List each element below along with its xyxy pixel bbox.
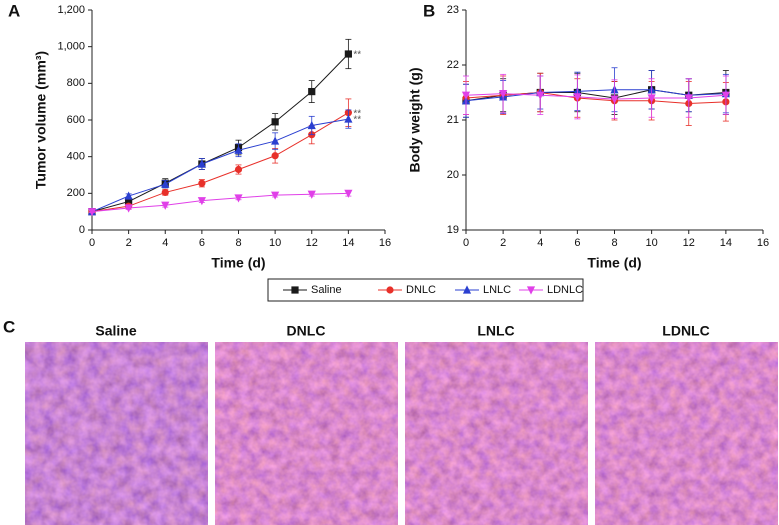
marker [721,91,730,100]
y-tick-label: 200 [67,187,85,199]
marker [344,50,352,58]
legend-label: Saline [311,284,342,296]
x-tick-label: 10 [269,237,281,249]
marker [87,208,97,217]
panel-label: B [423,1,435,20]
image-title: DNLC [287,323,326,339]
x-tick-label: 0 [89,237,95,249]
marker [197,159,206,168]
marker [234,194,243,203]
histology-image [25,342,208,525]
x-tick-label: 2 [500,237,506,249]
y-tick-label: 22 [447,59,459,71]
series-line [91,53,349,213]
x-tick-label: 4 [537,237,543,249]
marker [161,188,169,197]
marker [291,286,299,294]
image-title: LDNLC [662,323,709,339]
marker [271,136,280,145]
series-line [91,118,349,213]
annotation: ** [353,50,361,61]
x-tick-label: 10 [646,237,658,249]
marker [271,118,279,126]
series-line [465,93,726,100]
x-tick-label: 6 [199,237,205,249]
x-tick-label: 6 [574,237,580,249]
x-tick-label: 0 [463,237,469,249]
marker [234,165,243,174]
marker [124,191,133,200]
marker [536,91,545,100]
marker [234,145,243,154]
marker [526,286,536,295]
x-tick-label: 12 [306,237,318,249]
y-tick-label: 800 [67,77,85,89]
marker [307,190,316,199]
marker [161,201,170,210]
y-tick-label: 1,200 [57,4,85,16]
series-line [465,89,726,102]
y-tick-label: 400 [67,151,85,163]
x-tick-label: 16 [757,237,769,249]
marker [647,94,656,103]
y-tick-label: 1,000 [57,41,85,53]
series-line [465,91,726,105]
marker [271,152,279,160]
x-tick-label: 16 [379,237,391,249]
y-axis-label: Tumor volume (mm³) [33,51,49,189]
marker [344,114,353,123]
marker [198,179,206,187]
marker [610,95,619,104]
image-title: Saline [95,323,136,339]
marker [307,120,316,130]
y-tick-label: 20 [447,169,459,181]
histology-image [405,342,588,525]
marker [461,91,471,100]
annotation: ** [353,108,361,119]
marker [124,204,133,213]
legend-label: LNLC [483,284,511,296]
marker [573,93,582,102]
marker [462,285,472,294]
panel-label: A [8,1,20,20]
x-tick-label: 8 [235,237,241,249]
marker [684,94,693,103]
marker [386,286,394,294]
legend-label: DNLC [406,284,436,296]
x-tick-label: 2 [126,237,132,249]
histology-image [595,342,778,525]
panel-label: C [3,317,15,336]
y-tick-label: 19 [447,224,459,236]
marker [125,197,133,206]
marker [271,191,280,200]
histology-image [215,342,398,525]
marker [344,189,353,198]
y-tick-label: 21 [447,114,459,126]
x-tick-label: 14 [720,237,732,249]
marker [161,179,170,188]
legend-label: LDNLC [547,284,583,296]
y-tick-label: 0 [79,224,85,236]
image-title: LNLC [477,323,514,339]
marker [499,90,508,99]
y-tick-label: 23 [447,4,459,16]
marker [197,197,206,206]
x-tick-label: 4 [162,237,168,249]
x-axis-label: Time (d) [587,255,641,271]
x-tick-label: 8 [611,237,617,249]
series-line [91,192,349,213]
x-tick-label: 14 [342,237,354,249]
histology-images [25,342,778,525]
x-axis-label: Time (d) [211,255,265,271]
annotation: ** [353,115,361,126]
marker [308,87,316,96]
legend-box [267,278,584,302]
x-tick-label: 12 [683,237,695,249]
series-line [91,112,349,213]
y-axis-label: Body weight (g) [407,68,423,173]
y-tick-label: 600 [67,114,85,126]
